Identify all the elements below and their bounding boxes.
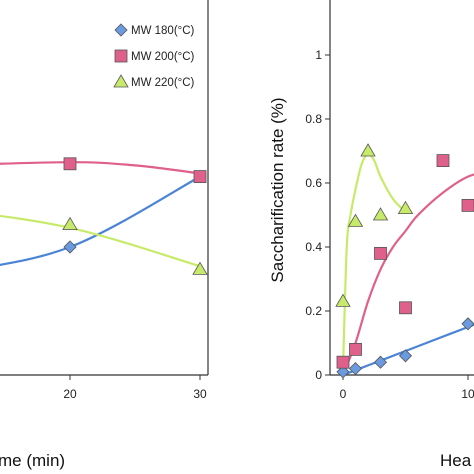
left-fit-line-1	[0, 161, 201, 175]
right-marker-1-2	[374, 246, 387, 260]
right-marker-0-3	[398, 349, 413, 363]
right-marker-1-4	[436, 154, 450, 168]
legend-label-0: MW 180(°C)	[131, 25, 195, 37]
right-fit-line-1	[341, 173, 474, 375]
right-y-tick-label-5: 1	[315, 48, 322, 62]
right-marker-2-0	[335, 293, 351, 307]
right-chart-panel: 00.20.40.60.810 10 Saccharification rate …	[268, 0, 474, 470]
legend: MW 180(°C) MW 200(°C) MW 220(°C)	[113, 23, 195, 89]
left-marker-1-0	[63, 157, 77, 171]
right-x-tick-label-1: 10	[461, 387, 474, 401]
left-marker-1-1	[193, 170, 207, 184]
right-marker-0-4	[461, 317, 474, 331]
legend-marker-0	[114, 23, 128, 37]
left-x-tick-label-0: 20	[63, 387, 77, 401]
right-marker-1-0	[336, 355, 350, 369]
right-marker-2-2	[360, 143, 376, 157]
right-marker-1-1	[349, 342, 362, 356]
right-y-tick-label-2: 0.4	[305, 240, 322, 254]
right-axis-ticks: 00.20.40.60.810 10	[305, 48, 474, 401]
right-marker-2-3	[372, 207, 389, 221]
left-x-ticks: 20 30	[63, 375, 207, 401]
left-fit-lines	[0, 161, 201, 268]
legend-label-1: MW 200(°C)	[131, 51, 195, 63]
left-fit-line-2	[0, 214, 201, 268]
right-data-markers	[335, 143, 474, 379]
legend-label-2: MW 220(°C)	[131, 77, 195, 89]
right-y-tick-label-4: 0.8	[305, 112, 322, 126]
right-y-tick-label-3: 0.6	[305, 176, 322, 190]
right-fit-lines	[341, 153, 474, 375]
right-marker-1-3	[399, 301, 412, 315]
legend-marker-2	[113, 74, 129, 88]
right-marker-0-0	[336, 365, 350, 379]
right-y-tick-label-0: 0	[315, 368, 322, 382]
right-marker-0-2	[373, 355, 388, 369]
left-x-axis-label: me (min)	[0, 451, 65, 470]
right-marker-2-4	[397, 200, 414, 215]
right-fit-line-2	[341, 153, 407, 369]
left-chart-panel: 20 30 me (min) MW 180(°C)MW 200(°C)MW 220…	[0, 0, 209, 470]
left-marker-2-1	[192, 261, 208, 275]
right-x-axis-label: Hea	[440, 451, 472, 470]
left-x-tick-label-1: 30	[193, 387, 207, 401]
right-y-axis-label: Saccharification rate (%)	[268, 97, 287, 282]
left-marker-2-0	[62, 216, 78, 231]
left-fit-line-0	[0, 175, 201, 266]
legend-marker-1	[114, 49, 128, 63]
right-marker-1-5	[461, 198, 474, 212]
right-fit-line-0	[342, 323, 474, 375]
right-marker-0-1	[348, 362, 363, 376]
left-data-markers	[62, 157, 208, 275]
right-y-tick-label-1: 0.2	[305, 304, 322, 318]
left-marker-0-0	[63, 240, 77, 254]
right-x-tick-label-0: 0	[340, 387, 347, 401]
right-marker-2-1	[347, 213, 364, 227]
